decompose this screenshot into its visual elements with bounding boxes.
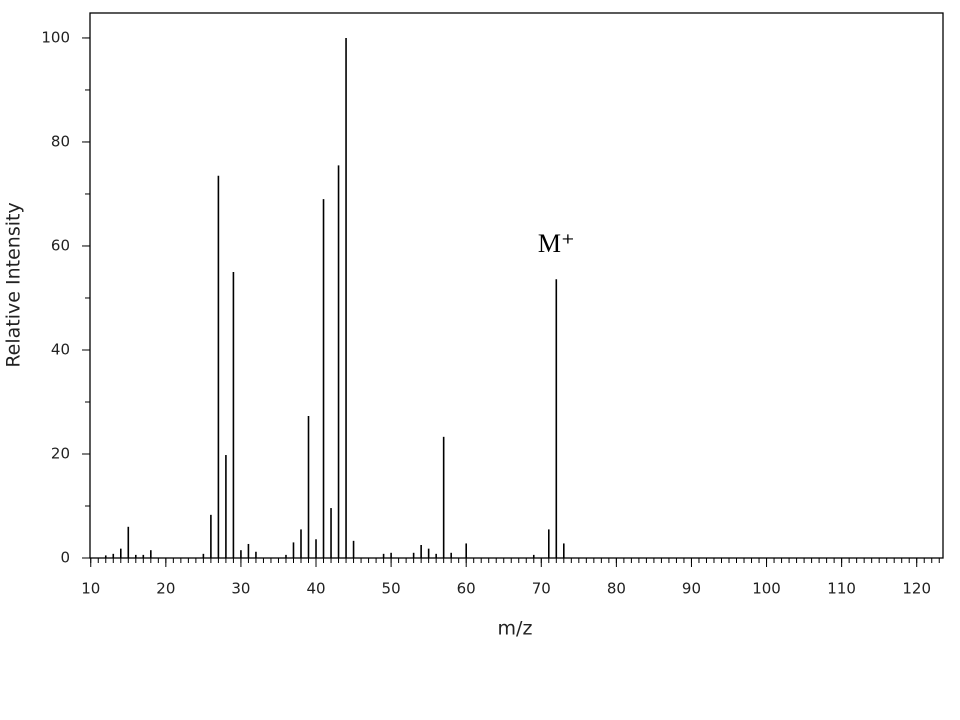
x-tick-label: 60 <box>457 580 476 598</box>
x-tick-label: 90 <box>682 580 701 598</box>
x-tick-label: 50 <box>382 580 401 598</box>
x-tick-label: 20 <box>156 580 175 598</box>
x-tick-label: 10 <box>81 580 100 598</box>
x-tick-label: 120 <box>902 580 931 598</box>
y-tick-label: 80 <box>51 132 70 150</box>
annotation: M⁺ <box>538 229 575 258</box>
x-tick-label: 70 <box>532 580 551 598</box>
x-tick-label: 30 <box>231 580 250 598</box>
y-tick-label: 100 <box>41 28 70 46</box>
x-tick-label: 80 <box>607 580 626 598</box>
y-tick-label: 60 <box>51 236 70 254</box>
plot-frame <box>89 12 944 559</box>
x-tick-label: 40 <box>306 580 325 598</box>
y-axis-label: Relative Intensity <box>3 202 25 367</box>
x-tick-label: 110 <box>827 580 856 598</box>
y-tick-label: 20 <box>51 444 70 462</box>
x-axis-label: m/z <box>498 618 533 640</box>
y-tick-label: 40 <box>51 340 70 358</box>
x-tick-label: 100 <box>752 580 781 598</box>
y-tick-label: 0 <box>60 549 70 567</box>
